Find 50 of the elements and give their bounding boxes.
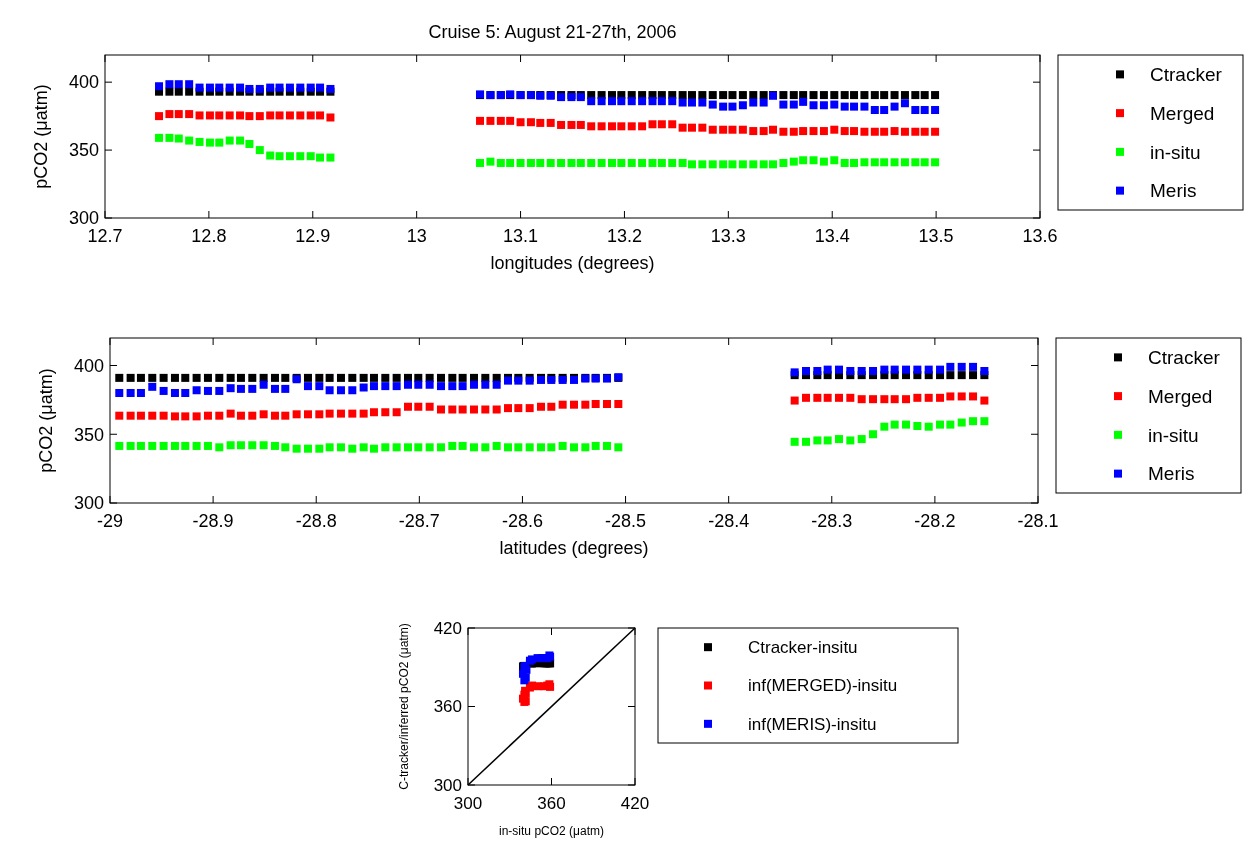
x-tick-label: 12.7 (87, 226, 123, 246)
x-tick-label: 13.6 (1022, 226, 1058, 246)
x-tick-label: 12.9 (295, 226, 331, 246)
y-axis-title: pCO2 (μatm) (36, 368, 56, 473)
x-tick-label: -29 (96, 511, 124, 531)
x-tick-label: -28.2 (914, 511, 956, 531)
legend-label: Ctracker-insitu (748, 638, 858, 658)
legend-label: Ctracker (1148, 347, 1221, 369)
y-tick-label: 300 (73, 493, 104, 514)
x-tick-label: -28.4 (708, 511, 750, 531)
x-tick-label: 360 (537, 794, 566, 813)
x-tick-label: -28.9 (192, 511, 234, 531)
legend-label: Ctracker (1150, 64, 1223, 86)
legend-label: Merged (1150, 102, 1215, 124)
y-tick-label: 420 (433, 618, 462, 638)
legend-label: Meris (1150, 180, 1197, 202)
legend-label: in-situ (1150, 141, 1201, 163)
y-tick-label: 300 (68, 208, 99, 229)
x-axis-title: in-situ pCO2 (μatm) (499, 824, 604, 838)
legend-label: inf(MERGED)-insitu (748, 676, 898, 696)
legend-label: inf(MERIS)-insitu (748, 714, 877, 734)
y-tick-label: 300 (433, 775, 462, 795)
legend-label: in-situ (1148, 424, 1199, 446)
x-tick-label: -28.6 (501, 511, 543, 531)
y-tick-label: 350 (68, 140, 99, 161)
y-axis-title: C-tracker/inferred pCO2 (μatm) (397, 623, 411, 790)
y-tick-label: 360 (433, 697, 462, 717)
x-tick-label: 13.4 (814, 226, 850, 246)
x-tick-label: -28.8 (295, 511, 337, 531)
x-tick-label: -28.1 (1017, 511, 1059, 531)
x-tick-label: -28.7 (398, 511, 440, 531)
x-tick-label: 420 (620, 794, 650, 813)
y-tick-label: 400 (73, 355, 104, 376)
x-axis-title: latitudes (degrees) (499, 538, 649, 558)
x-tick-label: -28.5 (605, 511, 647, 531)
legend-label: Merged (1148, 385, 1213, 407)
x-tick-label: 13.1 (503, 226, 539, 246)
x-tick-label: 13.2 (606, 226, 642, 246)
x-axis-title: longitudes (degrees) (490, 253, 655, 273)
x-tick-label: 12.8 (191, 226, 227, 246)
x-tick-label: 13.3 (710, 226, 746, 246)
y-axis-title: pCO2 (μatm) (31, 84, 51, 189)
y-tick-label: 400 (68, 72, 99, 93)
x-tick-label: 300 (453, 794, 483, 813)
chart-title: Cruise 5: August 21-27th, 2006 (428, 22, 677, 42)
x-tick-label: 13.5 (918, 226, 954, 246)
legend-label: Meris (1148, 463, 1195, 485)
x-tick-label: -28.3 (811, 511, 853, 531)
y-tick-label: 350 (73, 424, 104, 445)
x-tick-label: 13 (406, 226, 427, 246)
